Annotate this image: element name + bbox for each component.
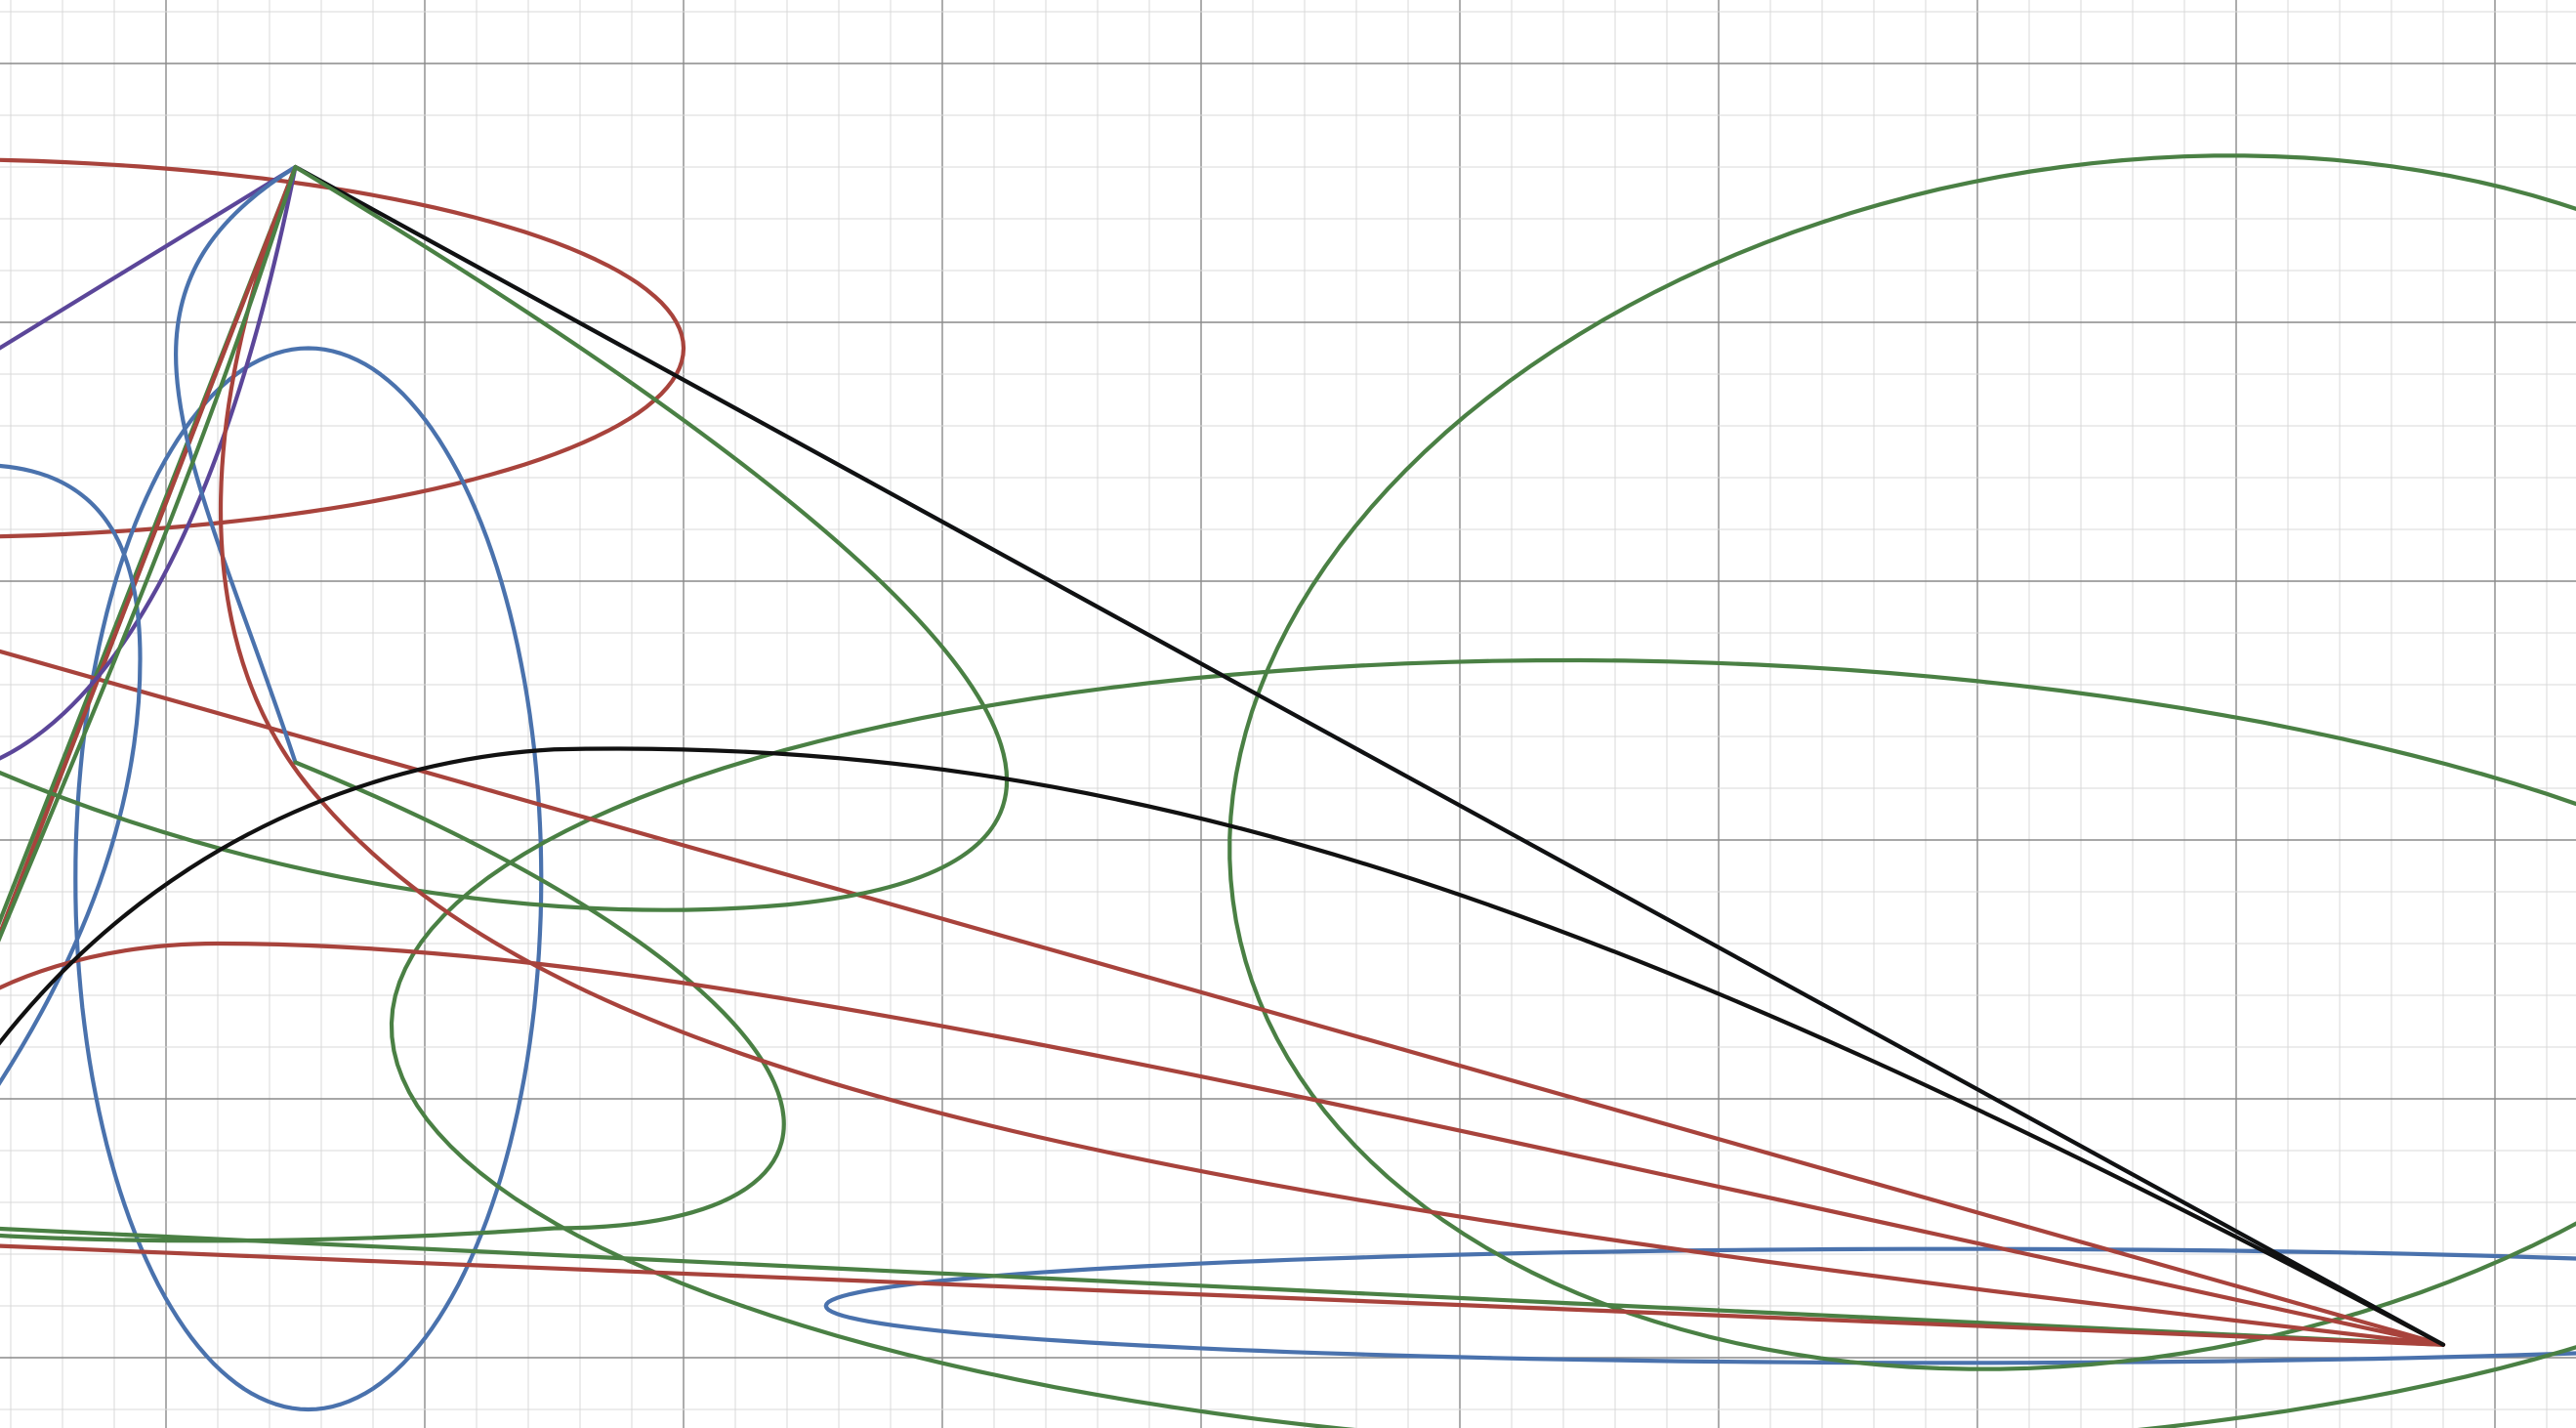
red-top-ellipse[interactable]: [0, 157, 686, 539]
red-qs-line[interactable]: [0, 1241, 2446, 1347]
purple-loop-curve[interactable]: [0, 164, 298, 777]
curve-layer: [0, 153, 2576, 1428]
green-large-ellipse[interactable]: [1227, 153, 2576, 1371]
red-rs-line[interactable]: [0, 556, 2446, 1347]
green-pq-line[interactable]: [0, 164, 298, 1241]
blue-tall-ellipse[interactable]: [73, 346, 544, 1412]
blue-hook-curve[interactable]: [0, 464, 143, 1241]
blue-curl-curve[interactable]: [174, 164, 298, 765]
green-qp-curve[interactable]: [0, 164, 298, 1241]
green-loop-curve[interactable]: [0, 164, 1010, 912]
black-ps-line[interactable]: [293, 164, 2446, 1347]
green-big-ellipse[interactable]: [389, 657, 2576, 1428]
green-ts-line[interactable]: [0, 1223, 2446, 1347]
green-swoop-curve[interactable]: [0, 760, 786, 1243]
red-qp-line[interactable]: [0, 164, 298, 1241]
blue-flat-ellipse[interactable]: [823, 1246, 2576, 1365]
red-s-curve[interactable]: [218, 164, 2446, 1347]
red-long-curve[interactable]: [0, 941, 2446, 1347]
black-arc-curve[interactable]: [0, 746, 2446, 1347]
purple-rp-line[interactable]: [0, 164, 298, 556]
